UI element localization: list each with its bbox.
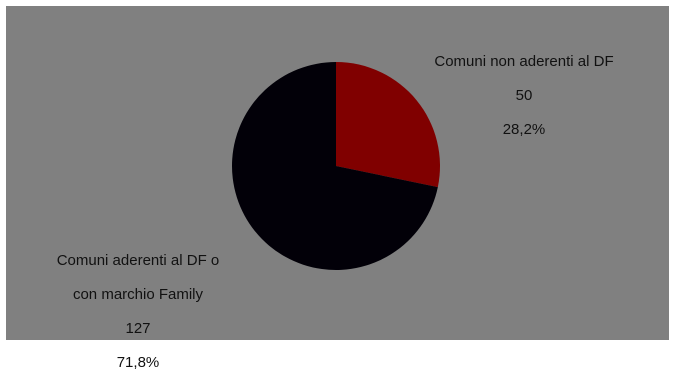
data-label-value: 50 <box>515 87 533 104</box>
data-label-name-line-2: con marchio Family <box>72 286 204 303</box>
pie-slice-1 <box>232 62 438 270</box>
data-label-name: Comuni non aderenti al DF <box>434 53 614 70</box>
data-label-percent: 71,8% <box>116 354 160 371</box>
data-label-value: 127 <box>125 320 151 337</box>
pie-slice-0 <box>336 62 440 188</box>
data-label-name-line-1: Comuni aderenti al DF o <box>56 252 220 269</box>
data-label-percent: 28,2% <box>502 121 546 138</box>
data-label-non-aderenti: Comuni non aderenti al DF 50 28,2% <box>411 36 637 155</box>
chart-area: Comuni non aderenti al DF 50 28,2% Comun… <box>6 6 669 371</box>
pie-chart <box>232 62 440 270</box>
data-label-aderenti: Comuni aderenti al DF o con marchio Fami… <box>24 235 252 388</box>
